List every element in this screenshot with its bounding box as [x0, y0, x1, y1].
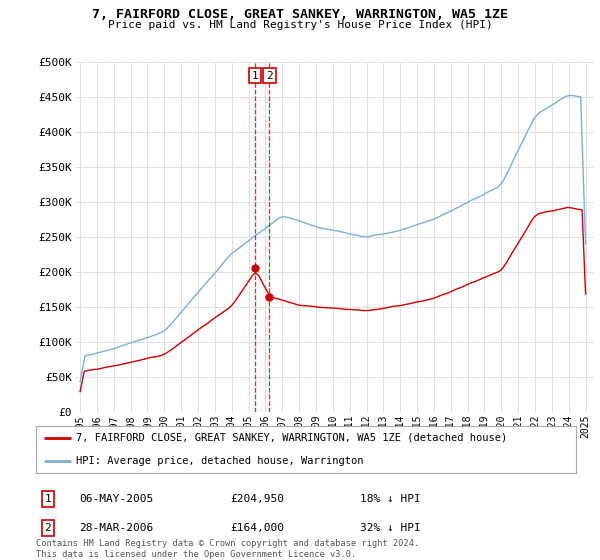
Text: 06-MAY-2005: 06-MAY-2005	[79, 494, 154, 504]
Text: HPI: Average price, detached house, Warrington: HPI: Average price, detached house, Warr…	[77, 456, 364, 466]
Text: 7, FAIRFORD CLOSE, GREAT SANKEY, WARRINGTON, WA5 1ZE (detached house): 7, FAIRFORD CLOSE, GREAT SANKEY, WARRING…	[77, 432, 508, 442]
Text: 2: 2	[44, 523, 51, 533]
Text: 28-MAR-2006: 28-MAR-2006	[79, 523, 154, 533]
Text: 1: 1	[44, 494, 51, 504]
Text: 2: 2	[266, 71, 273, 81]
Text: £164,000: £164,000	[230, 523, 284, 533]
Text: £204,950: £204,950	[230, 494, 284, 504]
Text: Price paid vs. HM Land Registry's House Price Index (HPI): Price paid vs. HM Land Registry's House …	[107, 20, 493, 30]
Text: 32% ↓ HPI: 32% ↓ HPI	[360, 523, 421, 533]
Text: 18% ↓ HPI: 18% ↓ HPI	[360, 494, 421, 504]
Text: 1: 1	[251, 71, 258, 81]
Bar	[255, 62, 269, 412]
Text: 7, FAIRFORD CLOSE, GREAT SANKEY, WARRINGTON, WA5 1ZE: 7, FAIRFORD CLOSE, GREAT SANKEY, WARRING…	[92, 8, 508, 21]
Text: Contains HM Land Registry data © Crown copyright and database right 2024.
This d: Contains HM Land Registry data © Crown c…	[36, 539, 419, 559]
